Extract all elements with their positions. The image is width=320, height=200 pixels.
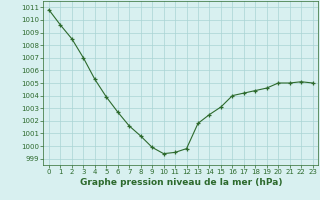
X-axis label: Graphe pression niveau de la mer (hPa): Graphe pression niveau de la mer (hPa): [80, 178, 282, 187]
